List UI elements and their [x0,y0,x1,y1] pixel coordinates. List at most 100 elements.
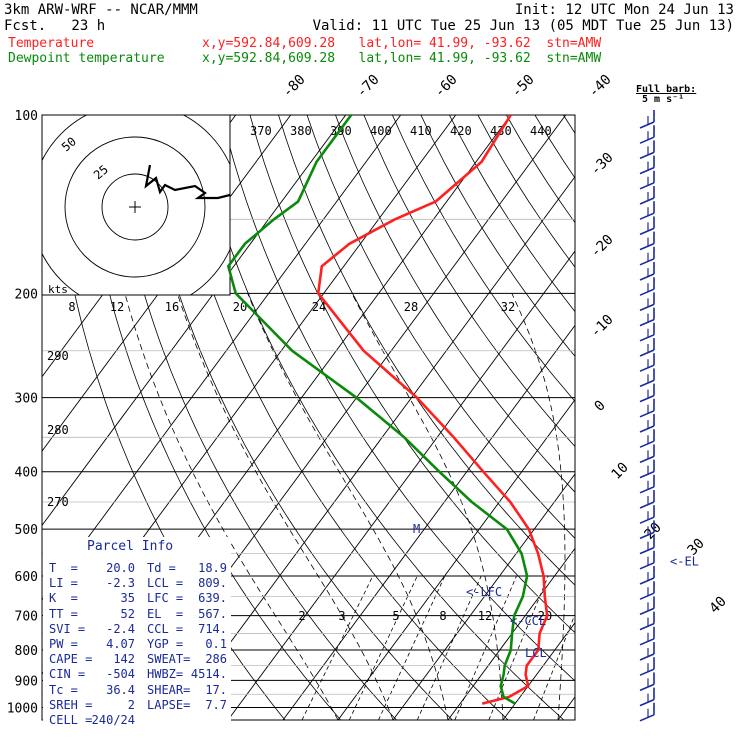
wind-barb [639,140,655,160]
sounding-level-label: <-LFC [466,585,502,599]
wind-barb [639,505,655,524]
forecast-hour: Fcst. 23 h [4,18,106,34]
speed-label: 20 [233,300,247,314]
dewpoint-legend-info: x,y=592.84,609.28 lat,lon= 41.99, -93.62… [202,51,602,66]
isotherm-line [337,398,575,720]
init-time: Init: 12 UTC Mon 24 Jun 13 [514,2,734,18]
sounding-level-label: <-EL [670,554,699,568]
isotherm-line [392,473,575,720]
parcel-info-value: 4514. [190,667,227,682]
parcel-info-row: TT = 52 EL = 567. [49,607,229,622]
wind-barb [639,383,655,403]
moist-adiabat-line [247,293,449,720]
pressure-tick-label: 1000 [7,701,38,716]
wind-barb [639,170,655,190]
theta-label: 400 [370,124,392,138]
wind-barb [639,307,655,327]
parcel-info-key: CELL = [49,713,93,727]
parcel-info-value: -2.3 [106,576,135,591]
dry-adiabat-line [449,115,575,313]
dewpoint-legend-label: Dewpoint temperature [8,51,165,66]
wind-barb [639,110,655,129]
pressure-tick-label: 400 [15,466,38,481]
wind-barb [639,186,655,205]
sounding-level-label: <-CCL [510,614,546,628]
hodograph-ring [101,173,169,241]
wind-barb [639,657,655,676]
isotherm-label: 40 [707,594,730,617]
isotherm-line [668,115,740,720]
parcel-info-row: LI = -2.3 LCL = 809. [49,576,229,591]
theta-label: 370 [250,124,272,138]
parcel-info-row: CELL = 240/24 [49,713,229,728]
dry-adiabat-line [221,115,575,682]
isotherm-line [282,324,575,720]
temperature-legend-label: Temperature [8,36,95,51]
parcel-info-value: 809. [198,576,227,591]
mixing-ratio-line [378,575,446,720]
wind-barb [639,125,655,144]
wind-barb [639,459,655,479]
wind-barb [639,550,655,570]
sounding-level-label: M [413,522,420,536]
wind-barb [639,322,655,342]
parcel-info-key: SWEAT= [147,652,191,667]
dewpoint-profile [227,115,529,705]
parcel-info-key: TT = [49,606,78,621]
wind-barb [639,246,655,266]
parcel-info-key: HWBZ= [147,667,184,682]
mixing-ratio-label: 20 [538,609,552,623]
pressure-tick-label: 100 [15,109,38,124]
isotherm-label: 10 [609,460,632,483]
dry-adiabat-line [278,115,575,586]
pressure-tick-label: 300 [15,392,38,407]
parcel-info-title: Parcel Info [87,539,174,554]
parcel-info-key: LCL = [147,576,184,591]
parcel-info-panel: Parcel Info T = 20.0 Td = 18.9 LI = -2.3 LCL =… [43,537,231,727]
parcel-info-row: Tc = 36.4 SHEAR= 17. [49,683,229,698]
parcel-info-row: CIN = -504 HWBZ= 4514. [49,667,229,682]
parcel-info-value: 20.0 [106,561,135,575]
pressure-tick-label: 200 [15,287,38,302]
mixing-ratio-line [488,575,549,720]
wind-barb [639,216,655,236]
isotherm-label: -50 [509,72,538,101]
wind-barb [639,155,655,175]
pressure-tick-label: 800 [15,644,38,659]
plot-frame [41,114,576,721]
parcel-info-value: 639. [198,591,227,606]
parcel-info-key: K = [49,591,78,606]
pressure-tick-label: 700 [15,610,38,625]
parcel-info-value: 35 [120,591,135,606]
parcel-info-value: -2.4 [106,621,135,636]
dry-adiabat-line [363,115,575,448]
parcel-info-value: 17. [205,682,227,697]
wind-barb [639,702,655,722]
dry-adiabat-line [335,115,575,493]
hodograph-trace [144,164,230,200]
isotherm-label: 20 [642,520,665,543]
parcel-info-value: 7.7 [205,697,227,712]
dry-adiabat-line [107,115,397,720]
moist-adiabat-line [124,293,339,720]
wind-barb [639,338,655,357]
wind-barb [639,474,655,494]
parcel-info-key: PW = [49,637,78,651]
wind-barb [639,535,655,555]
parcel-info-value: 567. [198,606,227,621]
isotherm-label: 0 [592,398,609,415]
dry-adiabat-line [164,115,509,720]
dry-adiabat-line [534,115,575,179]
parcel-info-value: -504 [106,667,135,682]
mixing-ratio-label: 12 [478,609,492,623]
dry-adiabat-line [620,115,740,720]
speed-label: 12 [110,300,124,314]
parcel-info-value: 52 [120,606,135,621]
speed-label: 16 [165,300,179,314]
pressure-tick-label: 600 [15,570,38,585]
parcel-info-key: SVI = [49,621,86,636]
wind-barb [639,398,655,418]
isotherm-label: -10 [588,312,617,341]
isotherm-line [447,547,575,720]
theta-label: 440 [530,124,552,138]
